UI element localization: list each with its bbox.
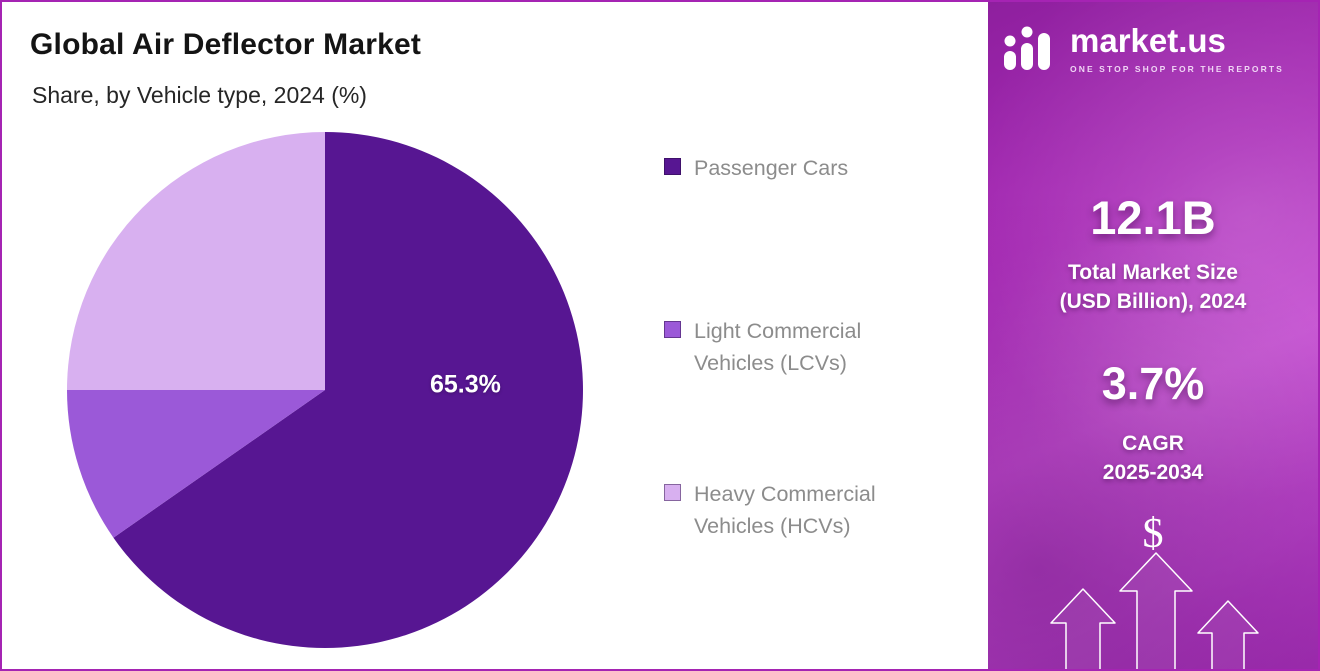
legend-item-hcv: Heavy Commercial Vehicles (HCVs)	[664, 478, 876, 543]
legend-item-lcv: Light Commercial Vehicles (LCVs)	[664, 315, 861, 380]
brand-sidebar: market.us ONE STOP SHOP FOR THE REPORTS …	[988, 2, 1318, 669]
chart-panel: Global Air Deflector Market Share, by Ve…	[2, 2, 988, 669]
stat-cagr-label: CAGR 2025-2034	[1102, 432, 1204, 484]
pie-slice-data-label: 65.3%	[429, 370, 501, 399]
stat-market-size-label: Total Market Size (USD Billion), 2024	[1059, 261, 1247, 313]
brand-logo: market.us ONE STOP SHOP FOR THE REPORTS	[1002, 22, 1310, 81]
marketus-logo-icon	[1002, 24, 1060, 81]
stat-market-size-value: 12.1B	[1090, 191, 1216, 244]
legend-swatch-icon	[664, 158, 681, 175]
brand-tagline: ONE STOP SHOP FOR THE REPORTS	[1070, 63, 1284, 74]
pie-slice-2	[67, 132, 325, 390]
legend-item-passenger-cars: Passenger Cars	[664, 152, 848, 184]
legend-swatch-icon	[664, 321, 681, 338]
pie-chart: 65.3%	[65, 130, 585, 650]
dollar-symbol: $	[1142, 511, 1164, 557]
legend-label: Heavy Commercial Vehicles (HCVs)	[694, 482, 876, 539]
legend-label: Passenger Cars	[694, 156, 849, 180]
pie-slice-1	[67, 390, 325, 538]
growth-arrows-icon	[988, 549, 1318, 669]
legend-label: Light Commercial Vehicles (LCVs)	[694, 319, 862, 376]
legend-swatch-icon	[664, 484, 681, 501]
brand-name: market.us	[1070, 22, 1226, 59]
pie-slice-0	[113, 132, 583, 648]
stat-cagr-value: 3.7%	[1101, 358, 1205, 409]
pie-chart-svg	[67, 132, 583, 648]
page-subtitle: Share, by Vehicle type, 2024 (%)	[32, 82, 367, 108]
page-title: Global Air Deflector Market	[30, 28, 422, 61]
